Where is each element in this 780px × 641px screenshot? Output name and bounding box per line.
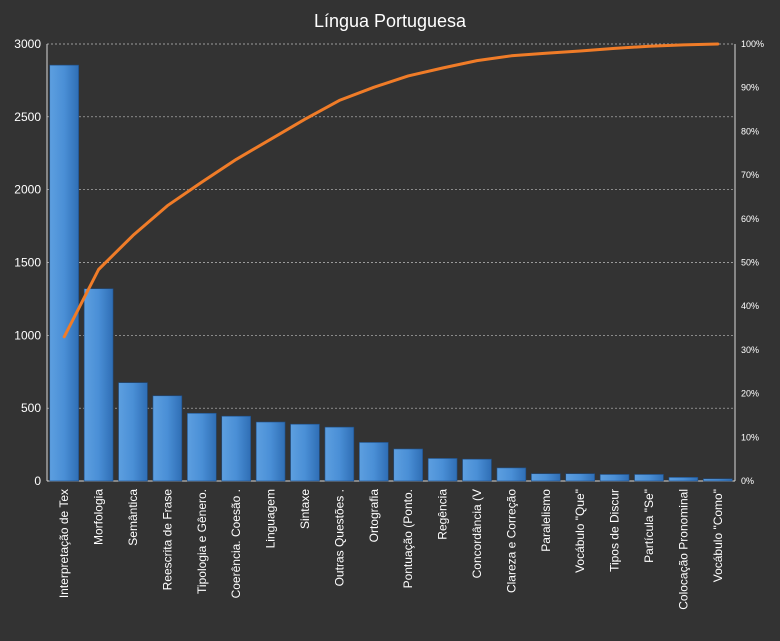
category-label: Sintaxe bbox=[298, 489, 312, 529]
bar bbox=[49, 64, 79, 482]
right-tick-label: 70% bbox=[741, 170, 759, 180]
category-label: Paralelismo bbox=[539, 489, 553, 552]
bar bbox=[496, 467, 527, 482]
bar bbox=[393, 448, 423, 482]
cumulative-line-series bbox=[62, 42, 720, 339]
category-label: Colocação Pronominal bbox=[676, 489, 690, 610]
bar bbox=[187, 412, 217, 482]
bar bbox=[427, 458, 458, 482]
category-label: Tipos de Discur bbox=[608, 489, 622, 572]
bar bbox=[668, 477, 699, 482]
category-label: Reescrita de Frase bbox=[160, 489, 174, 591]
category-label: Partícula "Se" bbox=[642, 489, 656, 563]
left-tick-label: 0 bbox=[34, 474, 41, 488]
bar bbox=[359, 442, 389, 482]
bar bbox=[599, 474, 630, 482]
bar bbox=[83, 288, 114, 482]
category-label: Semântica bbox=[126, 489, 140, 546]
left-axis-ticks: 0 500 1000 1500 2000 2500 3000 bbox=[14, 37, 41, 488]
category-label: Clareza e Correção bbox=[504, 489, 518, 593]
category-label: Pontuação (Ponto. bbox=[401, 489, 415, 588]
bar bbox=[703, 478, 733, 482]
bar bbox=[565, 473, 595, 482]
category-labels: Interpretação de Tex Morfologia Semântica R… bbox=[57, 489, 725, 610]
category-label: Regência bbox=[436, 489, 450, 540]
right-tick-label: 30% bbox=[741, 345, 759, 355]
right-tick-label: 100% bbox=[741, 39, 764, 49]
bar bbox=[255, 421, 286, 482]
bar bbox=[462, 458, 492, 482]
right-tick-label: 50% bbox=[741, 258, 759, 268]
category-label: Vocábulo "Que" bbox=[573, 489, 587, 573]
right-tick-label: 40% bbox=[741, 301, 759, 311]
left-tick-label: 1000 bbox=[14, 328, 41, 342]
gridlines bbox=[47, 43, 735, 409]
bar bbox=[221, 415, 251, 482]
category-label: Concordância (V bbox=[470, 489, 484, 578]
bar bbox=[118, 382, 148, 482]
left-tick-label: 1500 bbox=[14, 256, 41, 270]
right-tick-label: 10% bbox=[741, 432, 759, 442]
bar bbox=[531, 473, 561, 482]
right-axis-ticks: 0% 10% 20% 30% 40% 50% 60% 70% 80% 90% 100% bbox=[741, 39, 764, 486]
right-tick-label: 20% bbox=[741, 389, 759, 399]
category-label: Morfologia bbox=[92, 489, 106, 545]
left-tick-label: 3000 bbox=[14, 37, 41, 51]
category-label: Vocábulo "Como" bbox=[711, 489, 725, 582]
bar bbox=[324, 426, 355, 482]
category-label: Outras Questões . bbox=[332, 489, 346, 586]
left-tick-label: 2000 bbox=[14, 183, 41, 197]
bar bbox=[152, 395, 183, 482]
right-tick-label: 80% bbox=[741, 126, 759, 136]
category-label: Ortografia bbox=[367, 489, 381, 543]
left-tick-label: 500 bbox=[21, 401, 41, 415]
category-label: Interpretação de Tex bbox=[57, 489, 71, 598]
left-tick-label: 2500 bbox=[14, 110, 41, 124]
right-tick-label: 90% bbox=[741, 83, 759, 93]
category-label: Coerência. Coesão . bbox=[229, 489, 243, 598]
cumulative-line bbox=[62, 42, 720, 339]
category-label: Linguagem bbox=[264, 489, 278, 548]
right-tick-label: 0% bbox=[741, 476, 754, 486]
bar-series bbox=[49, 64, 733, 482]
category-label: Tipologia e Gênero. bbox=[195, 489, 209, 594]
chart-title: Língua Portuguesa bbox=[314, 11, 467, 31]
bar bbox=[290, 423, 320, 482]
right-tick-label: 60% bbox=[741, 214, 759, 224]
bar bbox=[634, 474, 664, 482]
